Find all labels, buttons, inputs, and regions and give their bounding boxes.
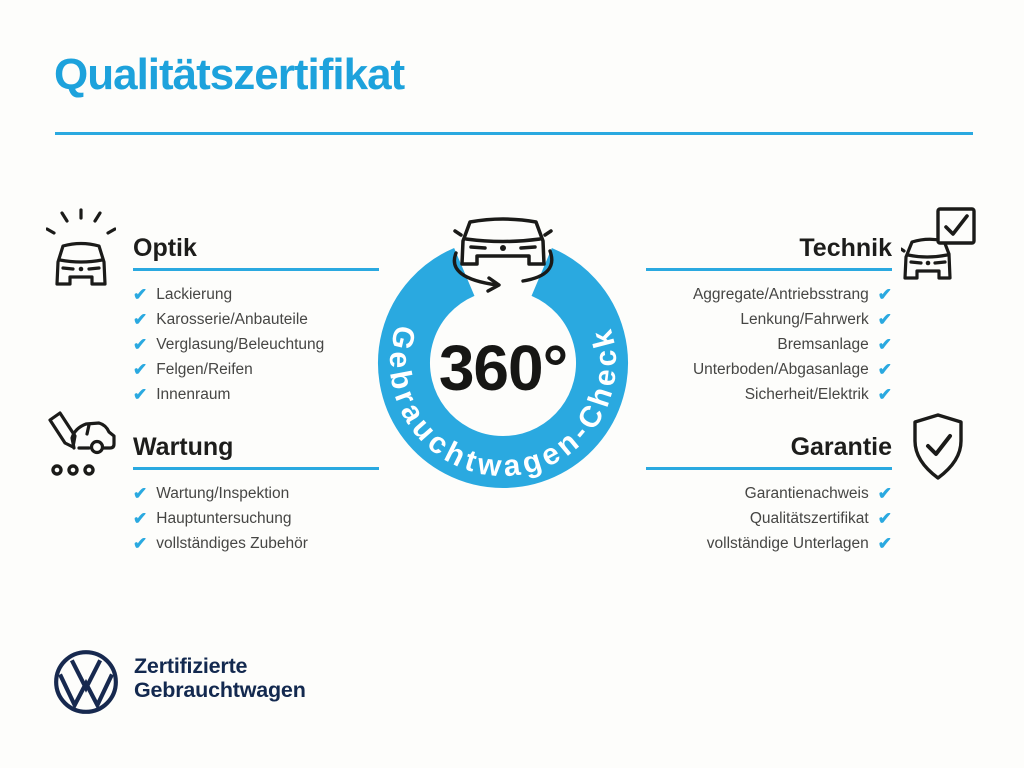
- section-divider: [646, 467, 892, 470]
- checklist-label: Karosserie/Anbauteile: [156, 310, 308, 328]
- checklist-label: Innenraum: [156, 385, 231, 403]
- checklist-label: Lenkung/Fahrwerk: [740, 310, 869, 328]
- service-note-car-icon: [42, 406, 118, 487]
- checklist-item: ✔ Karosserie/Anbauteile: [133, 307, 379, 332]
- checklist-label: Qualitätszertifikat: [749, 509, 869, 527]
- section-divider: [133, 467, 379, 470]
- checklist-label: Garantienachweis: [744, 484, 869, 502]
- section-technik: Technik Aggregate/Antriebsstrang ✔ Lenkun…: [646, 233, 892, 407]
- checklist-label: vollständige Unterlagen: [706, 534, 869, 552]
- optik-checklist: ✔ Lackierung ✔ Karosserie/Anbauteile ✔ Verg…: [133, 282, 379, 407]
- checklist-label: Aggregate/Antriebsstrang: [692, 285, 869, 303]
- checklist-item: ✔ Verglasung/Beleuchtung: [133, 332, 379, 357]
- checklist-item: Lenkung/Fahrwerk ✔: [646, 307, 892, 332]
- checklist-item: ✔ Wartung/Inspektion: [133, 481, 379, 506]
- check-icon: ✔: [133, 509, 148, 528]
- footer-brand-line1: Zertifizierte: [134, 654, 248, 678]
- check-icon: ✔: [877, 310, 892, 329]
- technik-checklist: Aggregate/Antriebsstrang ✔ Lenkung/Fahrwe…: [646, 282, 892, 407]
- section-garantie: Garantie Garantienachweis ✔ Qualitätszert…: [646, 432, 892, 556]
- checklist-label: Lackierung: [156, 285, 233, 303]
- checklist-item: Sicherheit/Elektrik ✔: [646, 382, 892, 407]
- check-icon: ✔: [877, 509, 892, 528]
- checklist-item: Bremsanlage ✔: [646, 332, 892, 357]
- checklist-item: Qualitätszertifikat ✔: [646, 506, 892, 531]
- checklist-label: vollständiges Zubehör: [156, 534, 308, 552]
- check-icon: ✔: [877, 360, 892, 379]
- checklist-label: Hauptuntersuchung: [156, 509, 292, 527]
- check-icon: ✔: [877, 484, 892, 503]
- footer-brand-line2: Gebrauchtwagen: [134, 677, 306, 702]
- checklist-label: Wartung/Inspektion: [156, 484, 290, 502]
- checklist-label: Sicherheit/Elektrik: [744, 385, 869, 403]
- checklist-item: ✔ Hauptuntersuchung: [133, 506, 379, 531]
- wartung-checklist: ✔ Wartung/Inspektion ✔ Hauptuntersuchung ✔…: [133, 481, 379, 556]
- section-heading-optik: Optik: [133, 234, 197, 262]
- check-icon: ✔: [133, 335, 148, 354]
- checklist-label: Verglasung/Beleuchtung: [156, 335, 325, 353]
- check-icon: ✔: [877, 335, 892, 354]
- check-icon: ✔: [133, 534, 148, 553]
- 360-check-badge: Gebrauchtwagen-Check 360°: [378, 217, 628, 489]
- section-optik: Optik ✔ Lackierung ✔ Karosserie/Anbauteile…: [133, 233, 379, 407]
- title-divider: [55, 132, 973, 135]
- check-icon: ✔: [877, 534, 892, 553]
- section-divider: [133, 268, 379, 271]
- checklist-item: ✔ Innenraum: [133, 382, 379, 407]
- garantie-checklist: Garantienachweis ✔ Qualitätszertifikat ✔ v…: [646, 481, 892, 556]
- check-icon: ✔: [877, 385, 892, 404]
- checklist-item: vollständige Unterlagen ✔: [646, 531, 892, 556]
- check-icon: ✔: [877, 285, 892, 304]
- checklist-item: ✔ vollständiges Zubehör: [133, 531, 379, 556]
- checklist-item: Unterboden/Abgasanlage ✔: [646, 357, 892, 382]
- checklist-label: Unterboden/Abgasanlage: [692, 360, 869, 378]
- rotating-car-icon: [452, 217, 554, 293]
- checklist-item: ✔ Felgen/Reifen: [133, 357, 379, 382]
- vw-logo: [52, 648, 120, 721]
- footer-brand-text: Zertifizierte Gebrauchtwagen: [134, 654, 306, 702]
- badge-ring: [378, 247, 628, 489]
- section-heading-garantie: Garantie: [790, 433, 892, 461]
- check-icon: ✔: [133, 385, 148, 404]
- car-checkbox-icon: [899, 206, 977, 287]
- section-divider: [646, 268, 892, 271]
- page-title: Qualitätszertifikat: [54, 50, 405, 99]
- check-icon: ✔: [133, 484, 148, 503]
- shield-check-icon: [908, 412, 968, 487]
- check-icon: ✔: [133, 310, 148, 329]
- checklist-label: Felgen/Reifen: [156, 360, 253, 378]
- checklist-item: Aggregate/Antriebsstrang ✔: [646, 282, 892, 307]
- section-heading-wartung: Wartung: [133, 433, 234, 461]
- checklist-item: ✔ Lackierung: [133, 282, 379, 307]
- shiny-car-icon: [45, 208, 117, 291]
- checklist-label: Bremsanlage: [777, 335, 869, 353]
- checklist-item: Garantienachweis ✔: [646, 481, 892, 506]
- check-icon: ✔: [133, 360, 148, 379]
- section-heading-technik: Technik: [799, 234, 892, 262]
- check-icon: ✔: [133, 285, 148, 304]
- badge-degrees-label: 360°: [439, 332, 567, 404]
- section-wartung: Wartung ✔ Wartung/Inspektion ✔ Hauptunters…: [133, 432, 379, 556]
